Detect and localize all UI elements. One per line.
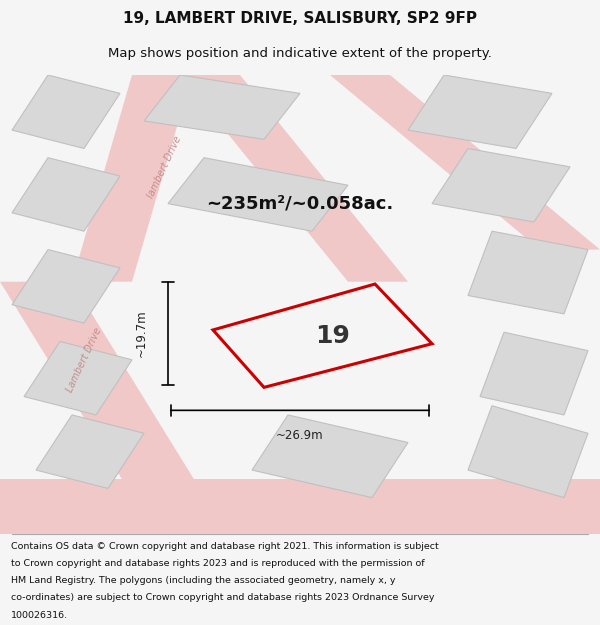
Polygon shape (72, 75, 192, 282)
Text: HM Land Registry. The polygons (including the associated geometry, namely x, y: HM Land Registry. The polygons (includin… (11, 576, 395, 585)
Text: 100026316.: 100026316. (11, 611, 68, 619)
Polygon shape (36, 415, 144, 489)
Polygon shape (168, 158, 348, 231)
Text: ~26.9m: ~26.9m (276, 429, 324, 442)
Polygon shape (12, 249, 120, 323)
Polygon shape (12, 75, 120, 149)
Text: to Crown copyright and database rights 2023 and is reproduced with the permissio: to Crown copyright and database rights 2… (11, 559, 424, 568)
Text: ~235m²/~0.058ac.: ~235m²/~0.058ac. (206, 194, 394, 213)
Polygon shape (0, 282, 228, 534)
Text: 19: 19 (316, 324, 350, 348)
Polygon shape (468, 406, 588, 498)
Polygon shape (468, 231, 588, 314)
Polygon shape (24, 341, 132, 415)
Polygon shape (144, 75, 300, 139)
Polygon shape (480, 332, 588, 415)
Text: lambert Drive: lambert Drive (146, 134, 184, 199)
Polygon shape (180, 75, 408, 282)
Polygon shape (330, 75, 600, 249)
Text: Contains OS data © Crown copyright and database right 2021. This information is : Contains OS data © Crown copyright and d… (11, 542, 439, 551)
Polygon shape (432, 149, 570, 222)
Polygon shape (0, 479, 600, 534)
Text: Map shows position and indicative extent of the property.: Map shows position and indicative extent… (108, 48, 492, 61)
Text: co-ordinates) are subject to Crown copyright and database rights 2023 Ordnance S: co-ordinates) are subject to Crown copyr… (11, 593, 434, 602)
Polygon shape (12, 158, 120, 231)
Text: 19, LAMBERT DRIVE, SALISBURY, SP2 9FP: 19, LAMBERT DRIVE, SALISBURY, SP2 9FP (123, 11, 477, 26)
Text: Lambert Drive: Lambert Drive (65, 326, 103, 394)
Text: ~19.7m: ~19.7m (134, 309, 148, 358)
Polygon shape (408, 75, 552, 149)
Polygon shape (252, 415, 408, 498)
